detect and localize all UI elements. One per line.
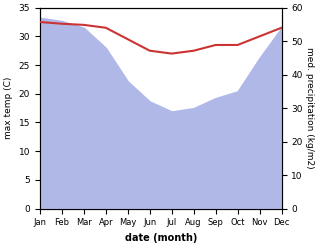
X-axis label: date (month): date (month) bbox=[125, 233, 197, 243]
Y-axis label: max temp (C): max temp (C) bbox=[4, 77, 13, 139]
Y-axis label: med. precipitation (kg/m2): med. precipitation (kg/m2) bbox=[305, 47, 314, 169]
